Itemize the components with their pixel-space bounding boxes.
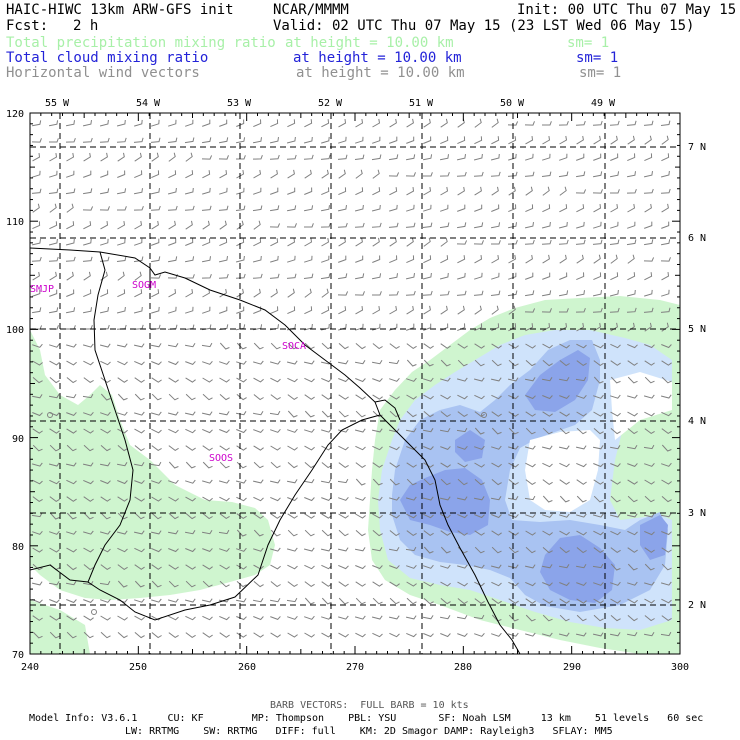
- latlon-grid: [30, 113, 680, 654]
- y-tick-label: 120: [6, 109, 24, 120]
- y-tick-label: 90: [12, 434, 24, 445]
- field-wind-height: at height = 10.00 km: [296, 65, 465, 81]
- x-tick-label: 290: [563, 662, 581, 673]
- station-soos: SOOS: [209, 453, 233, 464]
- field-wind-sm: sm= 1: [579, 65, 622, 81]
- lat-label: 5 N: [688, 324, 706, 335]
- x-tick-label: 270: [346, 662, 364, 673]
- org-label: NCAR/MMMM: [273, 2, 349, 18]
- x-tick-label: 260: [238, 662, 256, 673]
- field-cloud-name: Total cloud mixing ratio: [6, 50, 209, 66]
- valid-time: Valid: 02 UTC Thu 07 May 15 (23 LST Wed …: [273, 18, 695, 34]
- station-markers: SMJP SOGM SOCA SOOS: [30, 280, 306, 464]
- wind-barbs: [31, 118, 672, 639]
- lat-label: 3 N: [688, 508, 706, 519]
- field-precip-height: at height = 10.00 km: [285, 35, 454, 51]
- station-soca: SOCA: [282, 341, 306, 352]
- fcst-label: Fcst:: [6, 18, 49, 34]
- model-info-physics: LW: RRTMG SW: RRTMG DIFF: full KM: 2D Sm…: [125, 726, 613, 737]
- lat-label: 7 N: [688, 142, 706, 153]
- field-precip-name: Total precipitation mixing ratio: [6, 35, 276, 51]
- model-info: Model Info: V3.6.1 CU: KF MP: Thompson P…: [29, 713, 704, 724]
- y-tick-label: 80: [12, 542, 24, 553]
- field-cloud-height: at height = 10.00 km: [293, 50, 462, 66]
- lon-label: 49 W: [591, 98, 616, 109]
- model-title: HAIC-HIWC 13km ARW-GFS init: [6, 2, 234, 18]
- field-precip-sm: sm= 1: [567, 35, 610, 51]
- field-wind-name: Horizontal wind vectors: [6, 65, 200, 81]
- lon-label: 53 W: [227, 98, 252, 109]
- lon-label: 54 W: [136, 98, 161, 109]
- lat-label: 4 N: [688, 416, 706, 427]
- y-tick-label: 100: [6, 325, 24, 336]
- fcst-value: 2 h: [73, 18, 99, 34]
- x-tick-label: 280: [454, 662, 472, 673]
- station-smjp: SMJP: [30, 284, 54, 295]
- coastline: [30, 247, 521, 654]
- y-tick-label: 70: [12, 650, 24, 661]
- barb-note: BARB VECTORS: FULL BARB = 10 kts: [270, 700, 469, 711]
- x-tick-label: 300: [671, 662, 689, 673]
- lon-label: 52 W: [318, 98, 343, 109]
- cloud-mid: [392, 340, 668, 612]
- init-time: Init: 00 UTC Thu 07 May 15: [517, 2, 737, 18]
- y-tick-label: 110: [6, 217, 24, 228]
- x-tick-label: 250: [129, 662, 147, 673]
- x-tick-label: 240: [21, 662, 39, 673]
- lon-label: 55 W: [45, 98, 70, 109]
- field-cloud-sm: sm= 1: [576, 50, 619, 66]
- lat-label: 6 N: [688, 233, 706, 244]
- station-sogm: SOGM: [132, 280, 156, 291]
- lon-label: 50 W: [500, 98, 525, 109]
- lat-label: 2 N: [688, 600, 706, 611]
- lon-label: 51 W: [409, 98, 434, 109]
